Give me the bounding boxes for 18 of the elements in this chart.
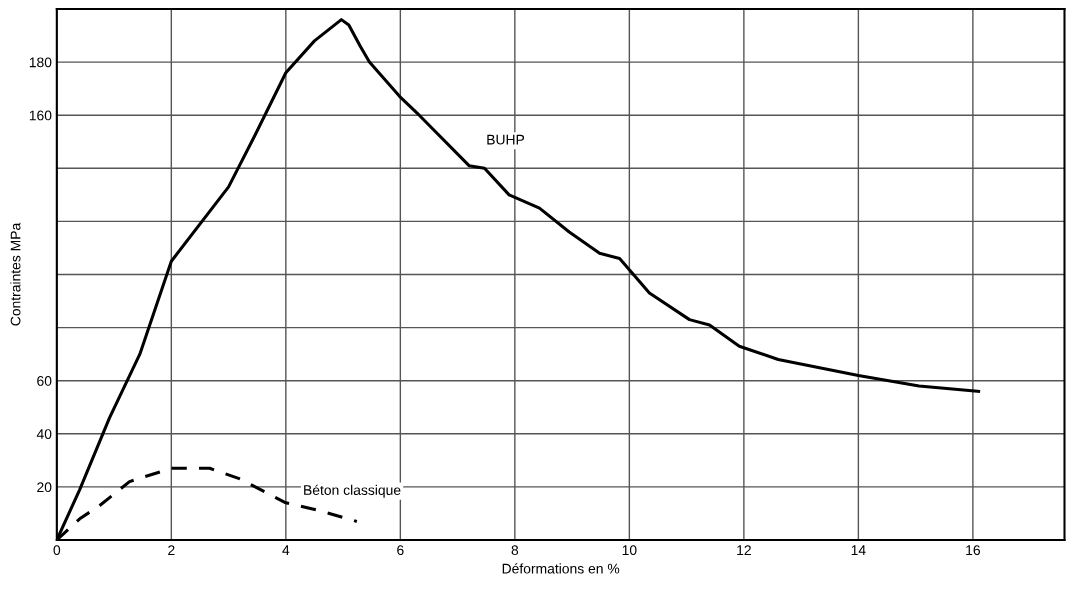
y-tick-label: 60: [37, 376, 52, 386]
y-axis-title: Contraintes MPa: [10, 222, 21, 326]
y-tick-label: 180: [29, 57, 52, 68]
x-tick-label: 0: [53, 545, 61, 556]
y-tick-label: 160: [29, 110, 52, 121]
x-tick-label: 4: [282, 545, 290, 555]
x-tick-label: 12: [737, 545, 751, 555]
x-tick-label: 10: [622, 545, 637, 556]
x-tick-label: 2: [168, 545, 175, 555]
x-axis-title: Déformations en %: [502, 563, 620, 574]
series-label: Béton classique: [304, 484, 401, 498]
y-tick-label: 20: [37, 482, 52, 493]
x-tick-label: 6: [397, 545, 404, 556]
series-label: BUHP: [487, 134, 525, 145]
x-tick-label: 16: [966, 545, 980, 556]
y-tick-label: 40: [36, 429, 52, 439]
x-tick-label: 8: [511, 545, 519, 556]
x-tick-label: 14: [851, 545, 866, 555]
